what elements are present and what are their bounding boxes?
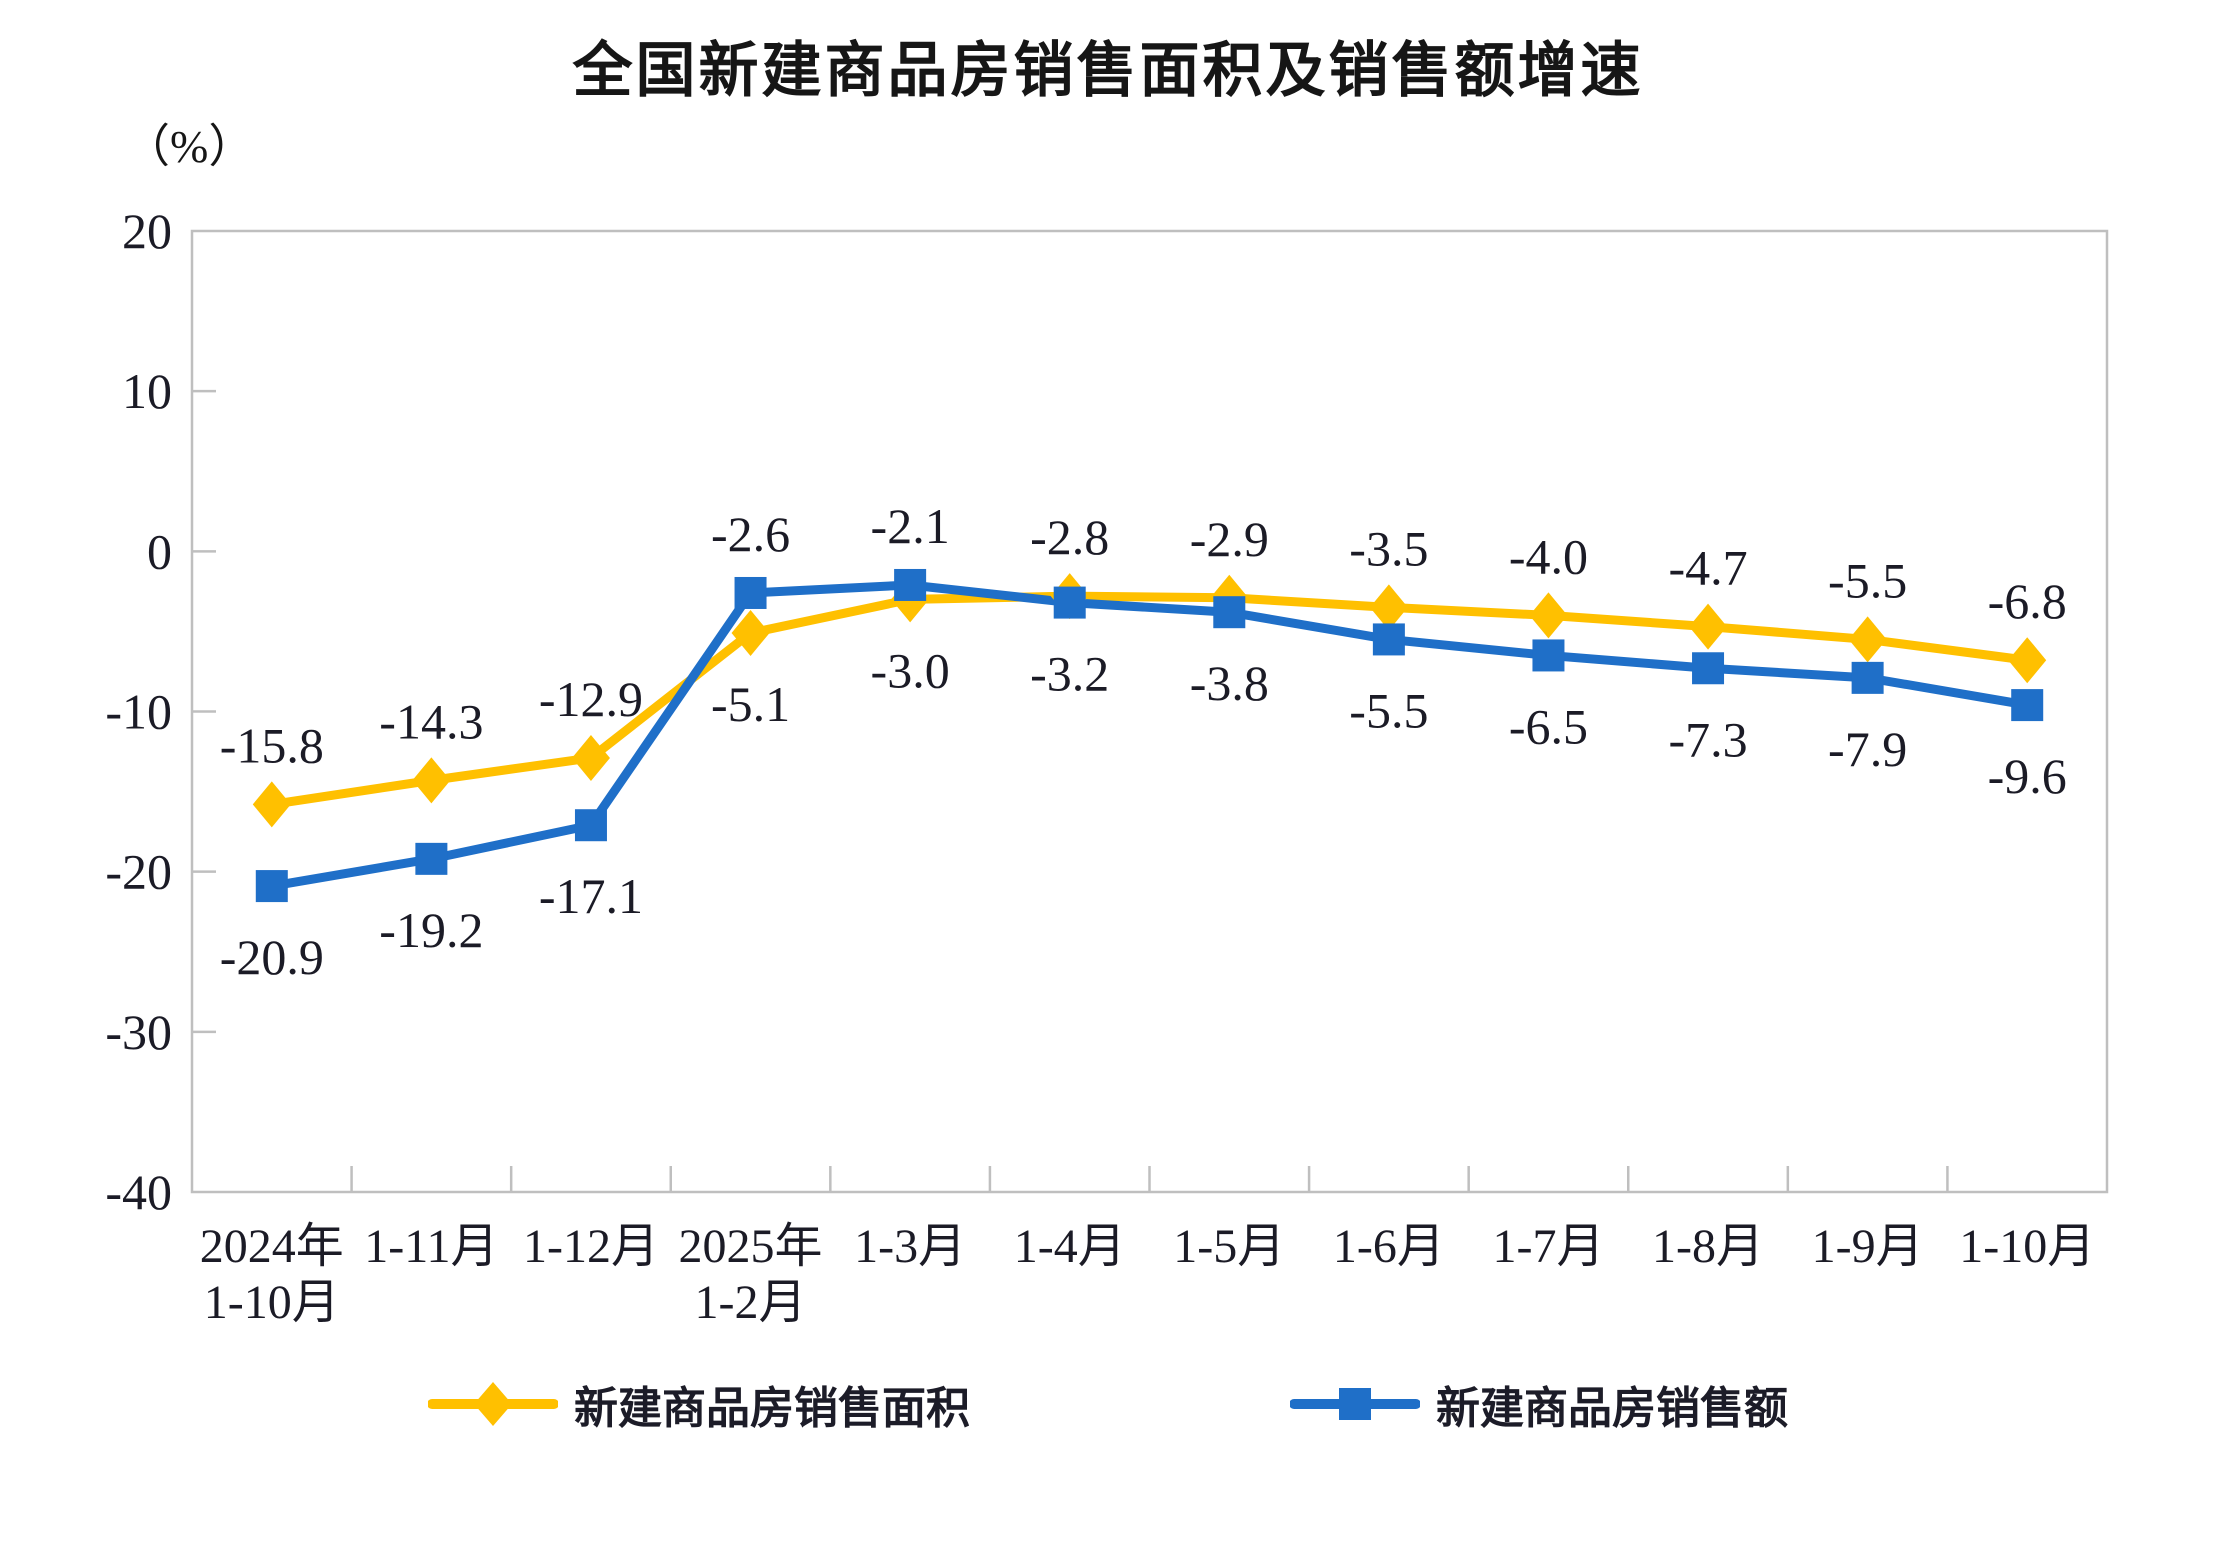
data-label: -17.1 xyxy=(539,868,643,924)
x-category-label: 1-2月 xyxy=(695,1276,807,1329)
data-label: -2.9 xyxy=(1190,511,1269,567)
data-label: -19.2 xyxy=(379,902,483,958)
x-category-label: 1-12月 xyxy=(523,1220,659,1273)
data-point-square-marker xyxy=(1532,639,1565,672)
data-label: -2.8 xyxy=(1030,509,1109,565)
x-category-label: 1-5月 xyxy=(1173,1220,1285,1273)
legend-label: 新建商品房销售面积 xyxy=(574,1384,970,1433)
data-point-square-marker xyxy=(1213,596,1246,629)
data-label: -3.2 xyxy=(1030,646,1109,702)
legend-label: 新建商品房销售额 xyxy=(1436,1384,1788,1433)
data-point-square-marker xyxy=(255,870,288,903)
data-label: -2.1 xyxy=(871,498,950,554)
y-axis-tick-label: 0 xyxy=(147,523,172,579)
data-label: -5.5 xyxy=(1349,682,1428,738)
data-point-diamond-marker xyxy=(2008,637,2047,684)
y-axis-unit-label: （%） xyxy=(124,121,255,172)
data-point-square-marker xyxy=(1053,586,1086,619)
data-label: -6.8 xyxy=(1988,573,2067,629)
legend-item: 新建商品房销售额 xyxy=(1290,1372,1788,1436)
data-label: -6.5 xyxy=(1509,698,1588,754)
data-point-diamond-marker xyxy=(412,757,451,804)
series-line xyxy=(267,580,2032,891)
y-axis-tick-label: -10 xyxy=(105,684,172,740)
x-category-label: 2025年 xyxy=(679,1220,823,1273)
data-label: -7.3 xyxy=(1668,711,1747,767)
chart-title: 全国新建商品房销售面积及销售额增速 xyxy=(572,36,1644,106)
y-axis-tick-label: 10 xyxy=(122,363,172,419)
x-category-label: 1-6月 xyxy=(1333,1220,1445,1273)
legend-diamond-marker-icon xyxy=(428,1382,558,1426)
data-point-diamond-marker xyxy=(1689,603,1728,650)
x-category-label: 1-11月 xyxy=(364,1220,498,1273)
data-point-square-marker xyxy=(1692,652,1725,685)
data-point-diamond-marker xyxy=(1848,616,1887,663)
data-label: -20.9 xyxy=(220,929,324,985)
data-point-diamond-marker xyxy=(731,610,770,657)
data-point-diamond-marker xyxy=(571,734,610,781)
data-label: -2.6 xyxy=(711,506,790,562)
x-category-label: 1-4月 xyxy=(1014,1220,1126,1273)
x-category-label: 1-10月 xyxy=(204,1276,340,1329)
data-label: -3.8 xyxy=(1190,655,1269,711)
data-label: -3.0 xyxy=(871,642,950,698)
data-label: -9.6 xyxy=(1988,748,2067,804)
data-label: -3.5 xyxy=(1349,520,1428,576)
x-category-label: 2024年 xyxy=(200,1220,344,1273)
x-category-label: 1-10月 xyxy=(1959,1220,2095,1273)
data-label: -5.5 xyxy=(1828,552,1907,608)
series-line xyxy=(267,591,2032,809)
y-axis-tick-label: -20 xyxy=(105,844,172,900)
data-point-square-marker xyxy=(734,576,767,609)
data-point-square-marker xyxy=(2011,689,2044,722)
data-label: -4.7 xyxy=(1668,540,1747,596)
y-axis-tick-label: -40 xyxy=(105,1164,172,1220)
x-category-label: 1-8月 xyxy=(1652,1220,1764,1273)
x-category-label: 1-7月 xyxy=(1492,1220,1604,1273)
data-point-square-marker xyxy=(1372,623,1405,656)
data-label: -14.3 xyxy=(379,693,483,749)
data-label: -4.0 xyxy=(1509,528,1588,584)
data-point-square-marker xyxy=(894,568,927,601)
data-point-square-marker xyxy=(574,809,607,842)
data-label: -15.8 xyxy=(220,717,324,773)
data-point-diamond-marker xyxy=(252,781,291,828)
x-category-label: 1-3月 xyxy=(854,1220,966,1273)
data-point-diamond-marker xyxy=(1369,584,1408,631)
data-point-square-marker xyxy=(1851,661,1884,694)
data-point-square-marker xyxy=(415,842,448,875)
y-axis-tick-label: 20 xyxy=(122,203,172,259)
data-label: -7.9 xyxy=(1828,721,1907,777)
x-category-label: 1-9月 xyxy=(1812,1220,1924,1273)
legend-item: 新建商品房销售面积 xyxy=(428,1372,970,1436)
chart-legend: 新建商品房销售面积 新建商品房销售额 xyxy=(0,1372,2216,1436)
legend-square-marker-icon xyxy=(1290,1388,1420,1420)
y-axis-tick-label: -30 xyxy=(105,1004,172,1060)
data-label: -5.1 xyxy=(711,676,790,732)
data-point-diamond-marker xyxy=(1529,592,1568,639)
data-label: -12.9 xyxy=(539,671,643,727)
